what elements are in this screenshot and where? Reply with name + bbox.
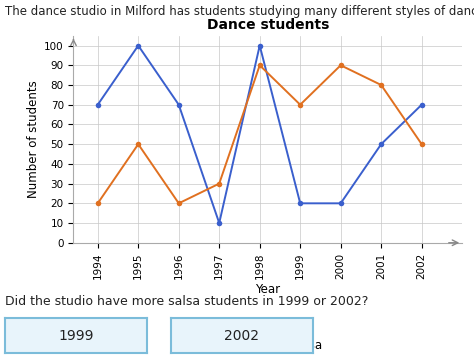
Legend: samba, salsa: samba, salsa xyxy=(208,335,328,357)
Text: Did the studio have more salsa students in 1999 or 2002?: Did the studio have more salsa students … xyxy=(5,295,368,307)
Y-axis label: Number of students: Number of students xyxy=(27,80,40,198)
Text: The dance studio in Milford has students studying many different styles of dance: The dance studio in Milford has students… xyxy=(5,5,474,18)
Title: Dance students: Dance students xyxy=(207,18,329,32)
Text: 2002: 2002 xyxy=(224,328,259,343)
X-axis label: Year: Year xyxy=(255,283,281,296)
Text: 1999: 1999 xyxy=(58,328,93,343)
